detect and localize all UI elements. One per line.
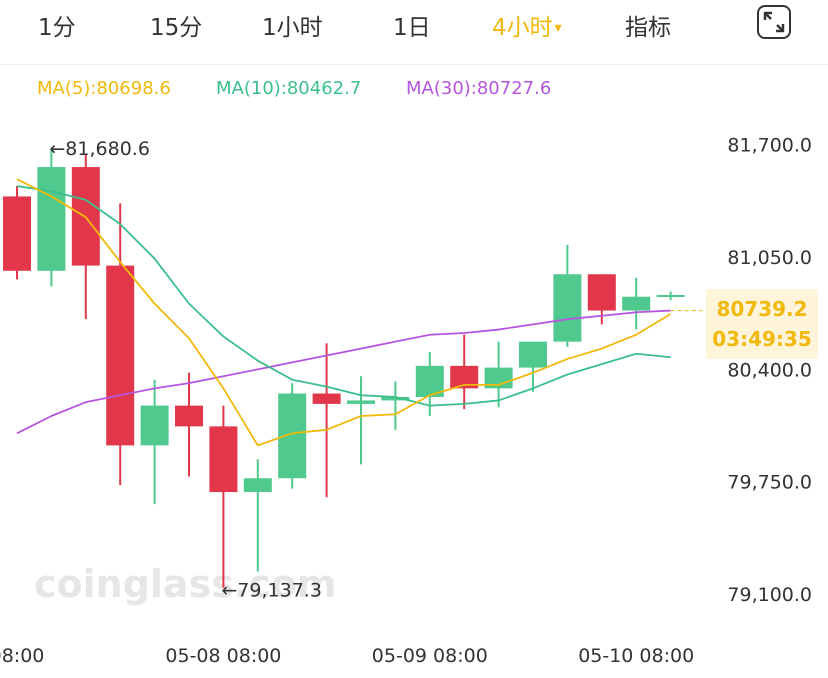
expand-button[interactable] — [757, 5, 791, 39]
ma5-label: MA(5):80698.6 — [37, 78, 171, 99]
x-tick-label: 05-10 08:00 — [578, 645, 694, 667]
candle-body — [519, 341, 547, 368]
candle-body — [656, 294, 685, 297]
ma30-label-text: MA(30):80727.6 — [406, 78, 552, 99]
ma10-label: MA(10):80462.7 — [216, 78, 361, 99]
tab-1h[interactable]: 1小时 — [262, 15, 323, 41]
candle-body — [175, 405, 203, 427]
y-tick-label: 80,400.0 — [727, 359, 812, 381]
y-tick-label: 81,700.0 — [727, 135, 812, 157]
header-divider — [0, 64, 828, 65]
candle-body — [106, 265, 135, 446]
candle-body — [381, 396, 410, 401]
current-price-box: 80739.2 03:49:35 — [706, 289, 818, 359]
interval-tabs: 1分 15分 1小时 1日 4小时 ▾ 指标 — [0, 0, 828, 50]
candle-body — [243, 478, 272, 493]
candle-body — [312, 393, 341, 404]
watermark-text: coinglass.com — [34, 562, 337, 606]
caret-down-icon: ▾ — [554, 20, 562, 36]
ma10-line — [16, 185, 671, 407]
y-tick-label: 81,050.0 — [727, 247, 812, 269]
candle-body — [3, 196, 31, 271]
ma5-label-text: MA(5):80698.6 — [37, 78, 171, 99]
ma10-label-text: MA(10):80462.7 — [216, 78, 362, 99]
tab-indicators[interactable]: 指标 — [625, 15, 671, 41]
tab-1d[interactable]: 1日 — [393, 15, 431, 41]
x-tick-label: 05-08 08:00 — [165, 645, 281, 667]
candle-body — [587, 274, 616, 311]
candle-body — [37, 167, 66, 271]
low-price-annotation: ←79,137.3 — [221, 580, 322, 602]
candle-body — [209, 426, 238, 493]
expand-icon — [763, 11, 785, 33]
tab-4h[interactable]: 4小时 ▾ — [492, 8, 562, 42]
ma30-line — [16, 309, 671, 435]
candle-body — [347, 400, 375, 404]
tab-4h-label: 4小时 — [492, 15, 553, 41]
candle-countdown: 03:49:35 — [712, 327, 812, 351]
tab-15m[interactable]: 15分 — [150, 15, 203, 41]
candle-body — [140, 405, 169, 446]
high-price-annotation: ←81,680.6 — [49, 138, 150, 160]
candle-body — [622, 296, 651, 311]
x-tick-label: 05-09 08:00 — [372, 645, 488, 667]
candle-body — [450, 365, 479, 389]
candle-body — [553, 274, 582, 342]
y-tick-label: 79,750.0 — [727, 472, 812, 494]
x-tick-label: 08:00 — [0, 645, 44, 667]
current-price-value: 80739.2 — [716, 297, 808, 321]
ma30-label: MA(30):80727.6 — [406, 78, 551, 99]
y-tick-label: 79,100.0 — [727, 584, 812, 606]
tab-1m[interactable]: 1分 — [38, 15, 76, 41]
ma5-line — [16, 178, 672, 447]
